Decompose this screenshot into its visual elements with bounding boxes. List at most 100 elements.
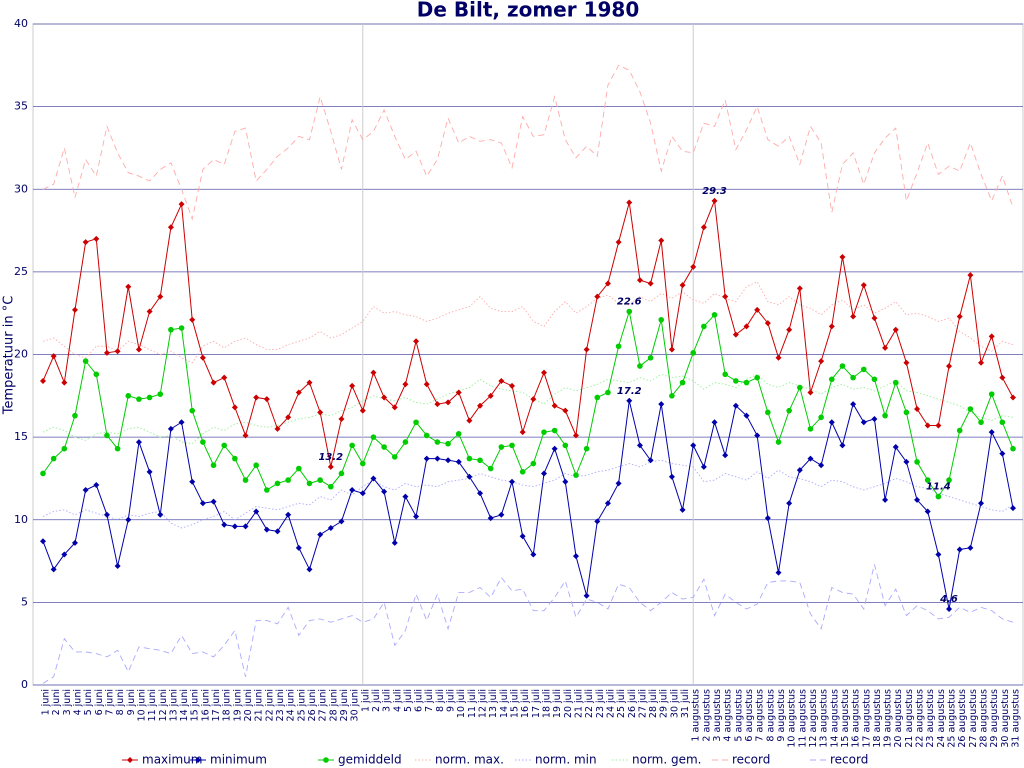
x-tick-label: 9 augustus: [776, 689, 787, 742]
point-marker: [221, 442, 228, 449]
point-marker: [509, 478, 516, 485]
x-tick-label: 4 juli: [392, 689, 403, 712]
point-marker: [828, 323, 835, 330]
point-marker: [200, 439, 206, 445]
point-marker: [1010, 445, 1016, 452]
point-marker: [786, 407, 792, 414]
point-marker: [509, 382, 516, 389]
point-marker: [146, 468, 153, 475]
x-tick-label: 14 augustus: [829, 689, 840, 748]
point-marker: [551, 445, 558, 452]
x-tick-label: 9 juni: [126, 689, 137, 715]
point-marker: [775, 569, 782, 576]
legend-label: norm. gem.: [632, 753, 702, 767]
point-marker: [711, 197, 718, 204]
point-marker: [274, 425, 281, 432]
point-marker: [626, 308, 633, 315]
point-marker: [498, 444, 505, 450]
point-marker: [626, 397, 633, 404]
x-tick-label: 15 juli: [510, 689, 521, 718]
x-tick-label: 15 juni: [190, 689, 201, 721]
point-marker: [50, 353, 57, 360]
point-marker: [541, 429, 547, 435]
point-marker: [50, 566, 57, 573]
annotation: 29.3: [702, 186, 727, 197]
point-marker: [540, 369, 547, 376]
series-line: [42, 459, 1014, 529]
point-marker: [765, 409, 771, 416]
point-marker: [551, 427, 558, 434]
point-marker: [797, 384, 803, 391]
point-marker: [636, 442, 643, 449]
point-marker: [168, 326, 174, 333]
x-tick-label: 26 juni: [307, 689, 318, 721]
point-marker: [850, 374, 856, 381]
x-tick-label: 1 juni: [41, 689, 52, 715]
series-line: [42, 400, 1014, 610]
point-marker: [605, 389, 611, 396]
x-tick-label: 12 augustus: [808, 689, 819, 748]
point-marker: [892, 379, 899, 386]
point-marker: [359, 407, 366, 414]
x-tick-label: 22 augustus: [915, 689, 926, 748]
point-marker: [381, 394, 388, 401]
point-marker: [562, 442, 569, 449]
point-marker: [231, 404, 238, 411]
point-marker: [583, 346, 590, 353]
point-marker: [359, 460, 366, 467]
point-marker: [924, 508, 931, 515]
point-marker: [658, 237, 665, 244]
point-marker: [466, 455, 473, 462]
point-marker: [935, 551, 942, 558]
point-marker: [104, 432, 110, 439]
point-marker: [722, 293, 729, 300]
point-marker: [573, 472, 579, 478]
point-marker: [93, 371, 100, 378]
x-tick-label: 15 augustus: [840, 689, 851, 748]
x-tick-label: 27 juni: [318, 689, 329, 721]
x-tick-label: 29 augustus: [989, 689, 1000, 748]
point-marker: [189, 478, 196, 485]
point-marker: [572, 432, 579, 439]
x-tick-label: 5 juli: [403, 689, 414, 712]
x-tick-label: 1 augustus: [691, 689, 702, 742]
y-tick-label: 10: [14, 513, 28, 526]
point-marker: [668, 473, 675, 480]
point-marker: [946, 363, 953, 370]
point-marker: [477, 457, 483, 464]
point-marker: [231, 523, 238, 530]
legend-label: norm. max.: [435, 753, 504, 767]
x-tick-label: 18 juli: [541, 689, 552, 718]
point-marker: [978, 500, 985, 507]
point-marker: [775, 439, 782, 445]
point-marker: [860, 419, 867, 426]
point-marker: [195, 757, 201, 763]
point-marker: [349, 442, 355, 449]
point-marker: [743, 379, 750, 386]
point-marker: [839, 442, 846, 449]
x-tick-label: 28 augustus: [979, 689, 990, 748]
point-marker: [775, 354, 782, 361]
point-marker: [455, 458, 462, 465]
point-marker: [658, 401, 665, 408]
annotation: 4.6: [939, 594, 958, 605]
x-tick-label: 21 augustus: [904, 689, 915, 748]
point-marker: [764, 320, 771, 327]
point-marker: [359, 490, 366, 497]
point-marker: [690, 442, 697, 449]
point-marker: [323, 757, 329, 763]
point-marker: [263, 526, 270, 533]
x-tick-label: 26 augustus: [957, 689, 968, 748]
point-marker: [967, 544, 974, 551]
x-tick-label: 12 juni: [158, 689, 169, 721]
x-tick-label: 25 juli: [616, 689, 627, 718]
point-marker: [210, 498, 217, 505]
point-marker: [125, 393, 132, 399]
point-marker: [519, 533, 526, 540]
x-tick-label: 30 augustus: [1000, 689, 1011, 748]
point-marker: [530, 551, 537, 558]
point-marker: [892, 326, 899, 333]
point-marker: [71, 539, 78, 546]
x-tick-label: 6 juni: [94, 689, 105, 715]
point-marker: [754, 374, 760, 381]
